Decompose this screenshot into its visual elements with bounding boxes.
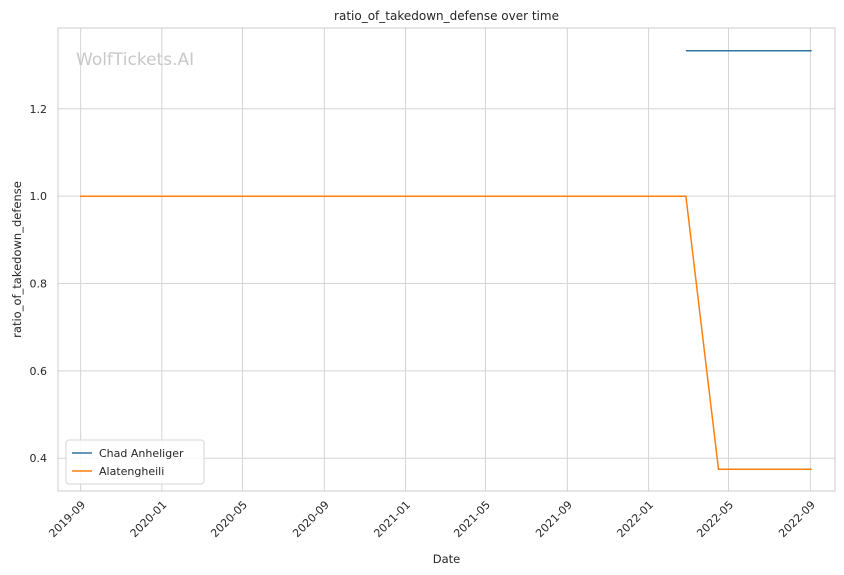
y-tick-label: 0.8 [30,278,48,291]
plot-area-frame [57,27,836,492]
series-line-2 [80,195,812,470]
legend-box [65,439,205,485]
x-tick-labels: 2019-09 2020-01 2020-05 2020-09 2021-01 2021-… [47,498,818,540]
legend-label: Chad Anheliger [99,447,184,460]
x-tick-label: 2021-09 [533,498,575,540]
y-tick-labels: 0.4 0.6 0.8 1.0 1.2 [30,103,48,465]
y-axis-label: ratio_of_takedown_defense [10,181,24,338]
x-tick-label: 2022-05 [694,498,736,540]
x-tick-label: 2020-05 [208,498,250,540]
grid [58,28,835,491]
x-tick-label: 2021-05 [451,498,493,540]
x-axis-label: Date [433,552,461,566]
y-tick-label: 0.4 [30,452,48,465]
x-tick-label: 2021-01 [371,498,413,540]
legend: Chad Anheliger Alatengheili [65,439,205,485]
legend-label: Alatengheili [99,465,164,478]
x-tick-label: 2019-09 [47,498,89,540]
x-tick-label: 2022-09 [776,498,818,540]
x-tick-label: 2020-09 [290,498,332,540]
y-tick-label: 1.0 [30,190,48,203]
series-lines [80,49,812,470]
x-tick-label: 2022-01 [614,498,656,540]
x-tick-label: 2020-01 [128,498,170,540]
chart-title: ratio_of_takedown_defense over time [334,9,559,23]
y-tick-label: 0.6 [30,365,48,378]
watermark: WolfTickets.AI [76,50,194,70]
y-tick-label: 1.2 [30,103,48,116]
